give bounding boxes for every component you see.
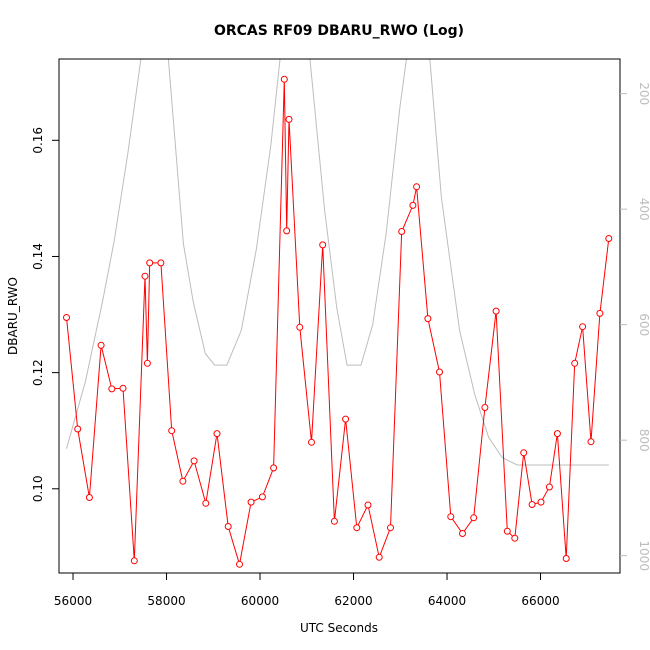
data-point — [579, 323, 587, 331]
data-point — [353, 524, 361, 532]
data-point — [459, 530, 466, 537]
data-point — [308, 438, 315, 446]
data-point — [596, 309, 604, 317]
x-tick-label: 60000 — [241, 594, 279, 608]
data-point — [447, 513, 455, 521]
data-point — [143, 359, 151, 367]
x-tick-label: 56000 — [54, 594, 92, 608]
data-point — [97, 341, 105, 349]
x-axis-label: UTC Seconds — [300, 621, 378, 635]
data-point — [587, 438, 595, 446]
data-point — [130, 557, 138, 565]
data-point — [74, 425, 82, 433]
series-line-left — [66, 79, 610, 565]
data-point — [157, 259, 165, 267]
y2-tick-label: 400 — [637, 198, 650, 221]
data-point — [63, 314, 70, 321]
x-tick-label: 62000 — [334, 594, 372, 608]
data-point — [364, 501, 372, 509]
data-point — [119, 384, 127, 392]
y2-tick-label: 600 — [637, 313, 650, 336]
data-point — [258, 493, 266, 501]
data-point — [605, 235, 613, 242]
y2-tick-label: 1000 — [637, 540, 650, 571]
axes: 56000 58000 60000 62000 64000 66000 0.10 0.12 0.… — [31, 82, 650, 608]
data-point — [319, 241, 327, 249]
data-point — [571, 359, 579, 367]
x-tick-label: 66000 — [521, 594, 559, 608]
data-point — [511, 534, 519, 542]
data-point — [168, 427, 176, 435]
data-point — [528, 501, 536, 508]
y2-tick-label: 800 — [637, 429, 650, 452]
data-point — [520, 449, 528, 457]
y-tick-label: 0.10 — [31, 475, 45, 502]
plot-series — [63, 59, 613, 568]
data-point — [213, 430, 221, 438]
y-tick-label: 0.14 — [31, 243, 45, 270]
data-point — [270, 464, 278, 472]
data-point — [283, 227, 291, 235]
data-point — [330, 517, 338, 525]
data-point — [141, 272, 149, 280]
data-point — [545, 483, 553, 491]
data-point — [398, 228, 406, 235]
data-point — [296, 323, 304, 331]
data-point — [190, 457, 198, 465]
data-point — [146, 259, 154, 267]
data-point — [387, 524, 394, 532]
data-point — [280, 75, 288, 83]
x-tick-label: 58000 — [147, 594, 185, 608]
x-tick-label: 64000 — [428, 594, 466, 608]
data-point — [562, 555, 570, 562]
series-line-right — [66, 59, 609, 466]
data-point — [285, 115, 293, 123]
data-point — [481, 404, 489, 411]
data-point — [85, 494, 93, 501]
plot-frame — [58, 58, 621, 574]
data-point — [470, 514, 478, 522]
data-point — [492, 307, 500, 315]
data-point — [108, 385, 116, 393]
data-point — [202, 499, 210, 507]
data-point — [424, 315, 432, 323]
y-tick-label: 0.12 — [31, 359, 45, 386]
data-point — [503, 527, 511, 535]
data-point — [179, 477, 187, 485]
data-point — [436, 368, 443, 376]
data-point — [413, 183, 421, 191]
data-point — [553, 430, 561, 438]
data-point — [342, 415, 350, 423]
data-point — [247, 498, 255, 506]
data-point — [224, 523, 232, 530]
data-point — [375, 553, 383, 561]
y-axis-label: DBARU_RWO — [6, 277, 20, 355]
data-point — [537, 498, 545, 506]
y2-tick-label: 200 — [637, 82, 650, 105]
chart-title: ORCAS RF09 DBARU_RWO (Log) — [214, 23, 464, 39]
data-point — [409, 201, 417, 209]
y-tick-label: 0.16 — [31, 127, 45, 154]
data-point — [236, 560, 243, 568]
